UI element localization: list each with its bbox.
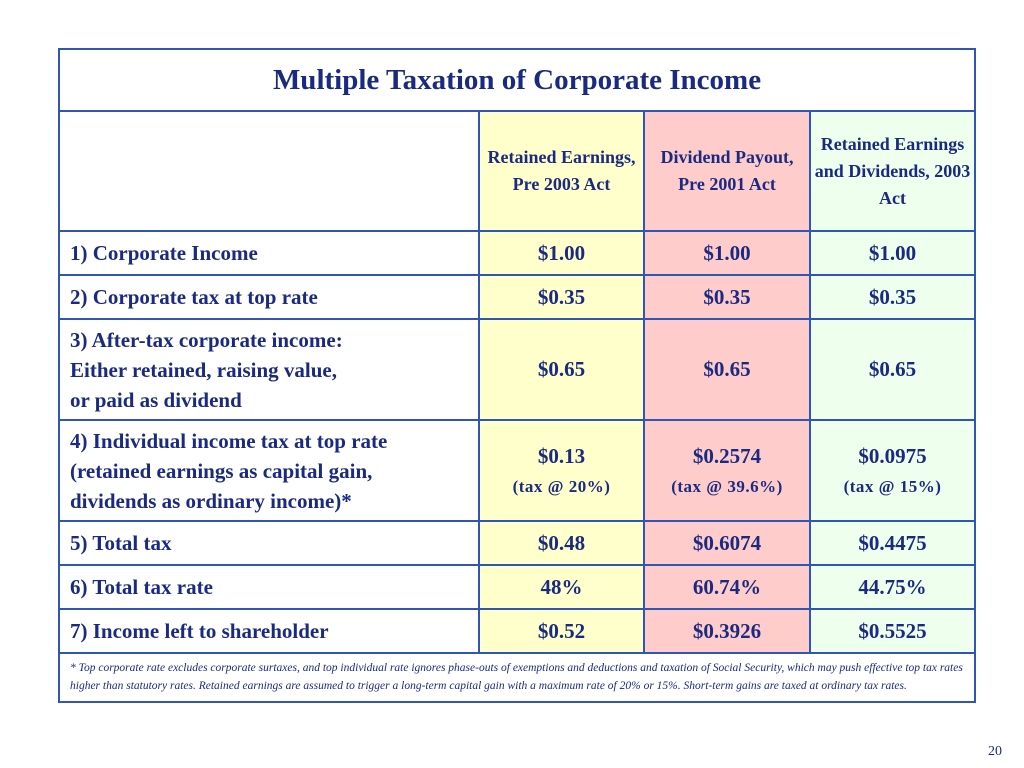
row-label: 6) Total tax rate: [58, 564, 480, 610]
tax-rate-note: (tax @ 20%): [512, 477, 611, 496]
value-cell: $1.00: [643, 230, 811, 276]
table-row: 1) Corporate Income $1.00 $1.00 $1.00: [58, 230, 977, 276]
value-cell: $0.4475: [808, 520, 977, 566]
header-dividend-pre-2001: Dividend Payout, Pre 2001 Act: [643, 110, 811, 232]
table-row: 4) Individual income tax at top rate (re…: [58, 419, 977, 522]
table-row: 2) Corporate tax at top rate $0.35 $0.35…: [58, 274, 977, 320]
value-cell: $0.35: [643, 274, 811, 320]
value-cell: $0.2574 (tax @ 39.6%): [643, 419, 811, 522]
row-label: 5) Total tax: [58, 520, 480, 566]
value-main: $0.0975: [858, 444, 927, 468]
value-cell: $0.65: [808, 318, 977, 421]
value-cell: $0.65: [478, 318, 645, 421]
row-label-line: 3) After-tax corporate income:: [70, 327, 343, 352]
table-row: 6) Total tax rate 48% 60.74% 44.75%: [58, 564, 977, 610]
table-row: 3) After-tax corporate income: Either re…: [58, 318, 977, 421]
value-cell: 48%: [478, 564, 645, 610]
row-label: 7) Income left to shareholder: [58, 608, 480, 654]
value-cell: $0.3926: [643, 608, 811, 654]
tax-rate-note: (tax @ 39.6%): [671, 477, 783, 496]
header-retained-dividends-2003: Retained Earnings and Dividends, 2003 Ac…: [808, 110, 977, 232]
value-cell: $0.0975 (tax @ 15%): [808, 419, 977, 522]
row-label: 4) Individual income tax at top rate (re…: [58, 419, 480, 522]
value-cell: $0.35: [808, 274, 977, 320]
value-cell: 44.75%: [808, 564, 977, 610]
value-main: $0.13: [537, 444, 586, 468]
row-label-line: Either retained, raising value,: [70, 357, 337, 382]
slide-title: Multiple Taxation of Corporate Income: [57, 48, 977, 112]
row-label: 3) After-tax corporate income: Either re…: [58, 318, 480, 421]
value-cell: $0.13 (tax @ 20%): [478, 419, 645, 522]
value-cell: $0.52: [478, 608, 645, 654]
value-cell: $1.00: [478, 230, 645, 276]
value-cell: $0.5525: [808, 608, 977, 654]
tax-comparison-table: Multiple Taxation of Corporate Income Re…: [57, 48, 977, 703]
row-label-line: or paid as dividend: [70, 387, 242, 412]
header-blank-cell: [58, 110, 480, 232]
table-row: 5) Total tax $0.48 $0.6074 $0.4475: [58, 520, 977, 566]
value-cell: $0.65: [643, 318, 811, 421]
row-label-line: dividends as ordinary income)*: [70, 488, 352, 513]
tax-rate-note: (tax @ 15%): [843, 477, 942, 496]
value-main: $0.2574: [692, 444, 762, 468]
value-cell: 60.74%: [643, 564, 811, 610]
row-label-line: 4) Individual income tax at top rate: [70, 428, 388, 453]
value-cell: $0.6074: [643, 520, 811, 566]
footnote: * Top corporate rate excludes corporate …: [57, 652, 977, 703]
value-cell: $0.48: [478, 520, 645, 566]
page-number: 20: [988, 744, 1002, 759]
value-cell: $1.00: [808, 230, 977, 276]
header-retained-pre-2003: Retained Earnings, Pre 2003 Act: [478, 110, 645, 232]
value-cell: $0.35: [478, 274, 645, 320]
table-row: 7) Income left to shareholder $0.52 $0.3…: [58, 608, 977, 654]
row-label: 2) Corporate tax at top rate: [58, 274, 480, 320]
row-label: 1) Corporate Income: [58, 230, 480, 276]
row-label-line: (retained earnings as capital gain,: [70, 458, 373, 483]
